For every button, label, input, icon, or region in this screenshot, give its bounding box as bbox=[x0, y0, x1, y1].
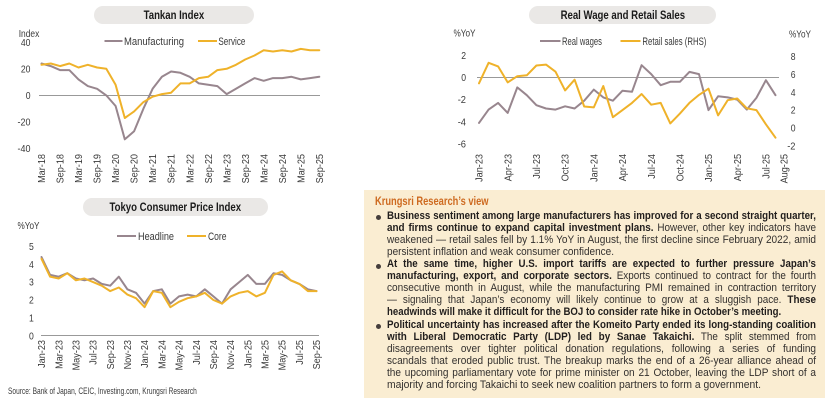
svg-text:Real wages: Real wages bbox=[562, 36, 602, 48]
svg-text:Sep-23: Sep-23 bbox=[241, 154, 252, 184]
svg-text:Jul-24: Jul-24 bbox=[647, 154, 658, 179]
svg-text:2: 2 bbox=[791, 106, 796, 117]
svg-text:May-23: May-23 bbox=[72, 340, 83, 371]
svg-text:Jul-24: Jul-24 bbox=[192, 340, 203, 365]
svg-text:Manufacturing: Manufacturing bbox=[124, 36, 184, 48]
svg-text:Mar-23: Mar-23 bbox=[222, 154, 233, 183]
svg-text:Jul-25: Jul-25 bbox=[295, 340, 306, 365]
svg-text:%YoY: %YoY bbox=[454, 29, 476, 40]
svg-text:Mar-25: Mar-25 bbox=[296, 154, 307, 183]
svg-text:Nov-23: Nov-23 bbox=[123, 340, 134, 370]
svg-text:Apr-23: Apr-23 bbox=[503, 154, 514, 182]
svg-text:May-24: May-24 bbox=[175, 340, 186, 371]
svg-text:Nov-24: Nov-24 bbox=[226, 340, 237, 370]
svg-text:Sep-25: Sep-25 bbox=[315, 154, 326, 184]
svg-text:Mar-25: Mar-25 bbox=[261, 340, 272, 369]
svg-text:Mar-24: Mar-24 bbox=[157, 340, 168, 369]
svg-text:Sep-25: Sep-25 bbox=[312, 340, 323, 370]
svg-text:Jan-25: Jan-25 bbox=[704, 154, 715, 182]
svg-text:Apr-25: Apr-25 bbox=[733, 154, 744, 182]
svg-text:-2: -2 bbox=[458, 95, 467, 106]
svg-text:1: 1 bbox=[29, 314, 34, 325]
svg-text:Headline: Headline bbox=[138, 231, 174, 243]
svg-text:Mar-24: Mar-24 bbox=[259, 154, 270, 183]
svg-text:6: 6 bbox=[791, 70, 796, 81]
svg-text:0: 0 bbox=[791, 124, 796, 135]
svg-text:Jan-23: Jan-23 bbox=[37, 340, 48, 368]
svg-text:40: 40 bbox=[21, 38, 31, 49]
svg-text:Oct-24: Oct-24 bbox=[676, 154, 687, 182]
svg-text:Sep-22: Sep-22 bbox=[204, 154, 215, 184]
svg-text:0: 0 bbox=[26, 91, 31, 102]
svg-text:Retail sales (RHS): Retail sales (RHS) bbox=[642, 36, 706, 48]
svg-text:Jan-24: Jan-24 bbox=[140, 340, 151, 368]
svg-text:3: 3 bbox=[29, 278, 34, 289]
svg-text:-6: -6 bbox=[458, 140, 467, 151]
svg-text:2: 2 bbox=[29, 296, 34, 307]
svg-text:Mar-23: Mar-23 bbox=[54, 340, 65, 369]
svg-text:Mar-19: Mar-19 bbox=[74, 154, 85, 183]
svg-text:Mar-18: Mar-18 bbox=[37, 154, 48, 183]
svg-text:-2: -2 bbox=[787, 141, 796, 152]
svg-text:-20: -20 bbox=[18, 118, 31, 129]
svg-text:Oct-23: Oct-23 bbox=[561, 154, 572, 182]
svg-text:20: 20 bbox=[21, 64, 31, 75]
svg-text:%YoY: %YoY bbox=[18, 221, 40, 232]
svg-text:Aug-25: Aug-25 bbox=[780, 154, 791, 184]
svg-text:Mar-20: Mar-20 bbox=[111, 154, 122, 183]
svg-text:Sep-24: Sep-24 bbox=[209, 340, 220, 370]
svg-text:Sep-19: Sep-19 bbox=[93, 154, 104, 184]
svg-text:-40: -40 bbox=[18, 144, 31, 155]
svg-text:5: 5 bbox=[29, 242, 34, 253]
svg-text:Mar-22: Mar-22 bbox=[185, 154, 196, 183]
svg-text:Service: Service bbox=[218, 36, 245, 48]
svg-text:Jul-25: Jul-25 bbox=[762, 154, 773, 179]
svg-text:May-25: May-25 bbox=[278, 340, 289, 371]
svg-text:0: 0 bbox=[461, 73, 466, 84]
svg-text:Jan-24: Jan-24 bbox=[589, 154, 600, 182]
svg-text:0: 0 bbox=[29, 331, 34, 342]
svg-text:-4: -4 bbox=[458, 117, 467, 128]
svg-text:2: 2 bbox=[461, 51, 466, 62]
svg-text:Index: Index bbox=[19, 29, 40, 40]
svg-text:Jan-23: Jan-23 bbox=[475, 154, 486, 182]
svg-text:Sep-18: Sep-18 bbox=[56, 154, 67, 184]
svg-text:Mar-21: Mar-21 bbox=[148, 154, 159, 183]
svg-text:Core: Core bbox=[208, 231, 227, 243]
svg-text:8: 8 bbox=[791, 52, 796, 63]
svg-text:Apr-24: Apr-24 bbox=[618, 154, 629, 182]
svg-text:Jan-25: Jan-25 bbox=[243, 340, 254, 368]
svg-text:Sep-20: Sep-20 bbox=[130, 154, 141, 184]
svg-text:Sep-23: Sep-23 bbox=[106, 340, 117, 370]
svg-text:4: 4 bbox=[29, 260, 34, 271]
svg-text:Jul-23: Jul-23 bbox=[532, 154, 543, 179]
svg-text:4: 4 bbox=[791, 88, 796, 99]
svg-text:Jul-23: Jul-23 bbox=[89, 340, 100, 365]
svg-text:%YoY: %YoY bbox=[789, 30, 811, 41]
svg-text:Sep-24: Sep-24 bbox=[278, 154, 289, 184]
svg-text:Sep-21: Sep-21 bbox=[167, 154, 178, 184]
